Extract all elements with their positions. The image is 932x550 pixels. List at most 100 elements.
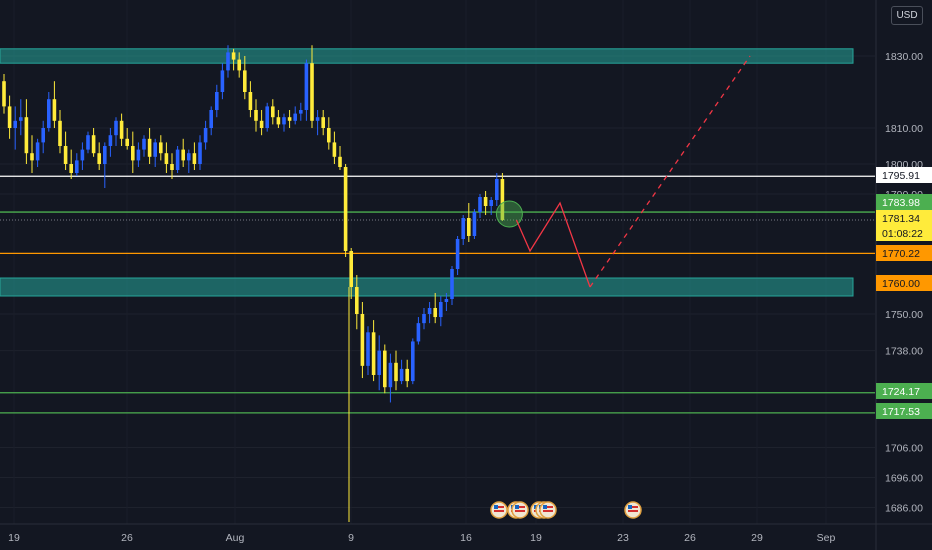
candle-body (226, 52, 230, 71)
supply-demand-zone (0, 48, 854, 64)
time-tick-label: Sep (817, 532, 836, 544)
price-tick-label: 1686.00 (885, 503, 923, 515)
price-label-text: 1760.00 (882, 278, 920, 290)
candle-body (416, 323, 421, 342)
candle-body (220, 70, 225, 92)
candle-body (500, 179, 505, 220)
candle-body (231, 52, 236, 60)
candle-body (405, 368, 409, 382)
candle-body (461, 218, 465, 239)
candle-body (136, 149, 141, 161)
candle-body (192, 153, 197, 164)
candle-body (472, 212, 477, 236)
candle-body (187, 153, 191, 161)
candle-body (243, 70, 247, 92)
candle-body (271, 106, 275, 118)
candle-body (164, 153, 169, 164)
candle-body (338, 156, 342, 167)
price-label-text: 01:08:22 (882, 228, 923, 240)
price-tick-label: 1706.00 (885, 443, 923, 455)
candle-body (114, 120, 118, 136)
candle-body (455, 239, 460, 269)
us-flag-event-icon (624, 501, 642, 519)
candle-body (411, 341, 415, 382)
candle-body (427, 308, 432, 314)
price-label-badge (876, 245, 932, 261)
candle-body (13, 120, 17, 128)
candle-body (181, 149, 185, 161)
candle-body (24, 117, 29, 154)
candle-body (299, 110, 303, 114)
candle-body (394, 362, 398, 382)
projection-path (515, 201, 591, 288)
candle-body (343, 167, 348, 251)
price-label-text: 1724.17 (882, 386, 920, 398)
candle-body (366, 332, 370, 366)
candle-body (103, 146, 107, 164)
candle-body (58, 120, 62, 146)
candle-body (444, 299, 449, 302)
candle-body (310, 63, 314, 121)
time-tick-label: Aug (226, 532, 245, 544)
candle-body (399, 368, 404, 382)
candle-body (69, 164, 73, 173)
supply-demand-zone (0, 277, 854, 297)
candle-body (349, 251, 353, 287)
price-label-text: 1795.91 (882, 170, 920, 182)
highlight-circle (495, 200, 523, 228)
price-label-text: 1717.53 (882, 406, 920, 418)
candle-body (41, 128, 45, 143)
candle-body (439, 302, 443, 318)
candle-body (209, 110, 213, 128)
candle-body (175, 149, 180, 170)
candle-body (203, 128, 208, 143)
price-label-text: 1781.34 (882, 213, 920, 225)
candle-body (489, 200, 493, 206)
candle-body (478, 197, 482, 212)
candle-body (304, 63, 309, 110)
candle-body (450, 269, 454, 299)
candle-body (2, 81, 6, 107)
candle-body (371, 332, 376, 375)
candle-body (237, 59, 241, 71)
currency-button[interactable]: USD (891, 6, 923, 25)
price-label-badge (876, 194, 932, 210)
candle-body (287, 117, 292, 121)
time-tick-label: 23 (617, 532, 629, 544)
price-tick-label: 1696.00 (885, 473, 923, 485)
us-flag-event-icon (511, 501, 529, 519)
candle-body (467, 218, 471, 236)
candle-body (388, 362, 393, 388)
candle-body (377, 350, 381, 375)
candle-body (360, 314, 365, 366)
candle-body (131, 146, 135, 161)
candle-body (198, 142, 202, 164)
candle-body (108, 135, 113, 146)
time-tick-label: 26 (684, 532, 696, 544)
candle-body (63, 146, 68, 164)
candle-body (332, 142, 337, 157)
candle-body (276, 117, 281, 125)
candle-body (265, 106, 269, 128)
candle-body (355, 287, 359, 314)
us-flag-event-icon (490, 501, 508, 519)
candle-body (19, 117, 23, 121)
price-tick-label: 1750.00 (885, 309, 923, 321)
price-tick-label: 1738.00 (885, 346, 923, 358)
candle-body (147, 138, 152, 157)
time-tick-label: 16 (460, 532, 472, 544)
candle-body (47, 99, 51, 128)
price-label-text: 1783.98 (882, 197, 920, 209)
candle-body (91, 135, 96, 154)
candle-body (35, 142, 40, 161)
price-label-badge (876, 403, 932, 419)
price-label-badge (876, 225, 932, 241)
candle-body (315, 117, 320, 121)
candle-body (495, 179, 499, 200)
time-tick-label: 9 (348, 532, 354, 544)
candle-body (30, 153, 34, 161)
candle-body (259, 120, 264, 128)
candle-body (142, 138, 146, 150)
